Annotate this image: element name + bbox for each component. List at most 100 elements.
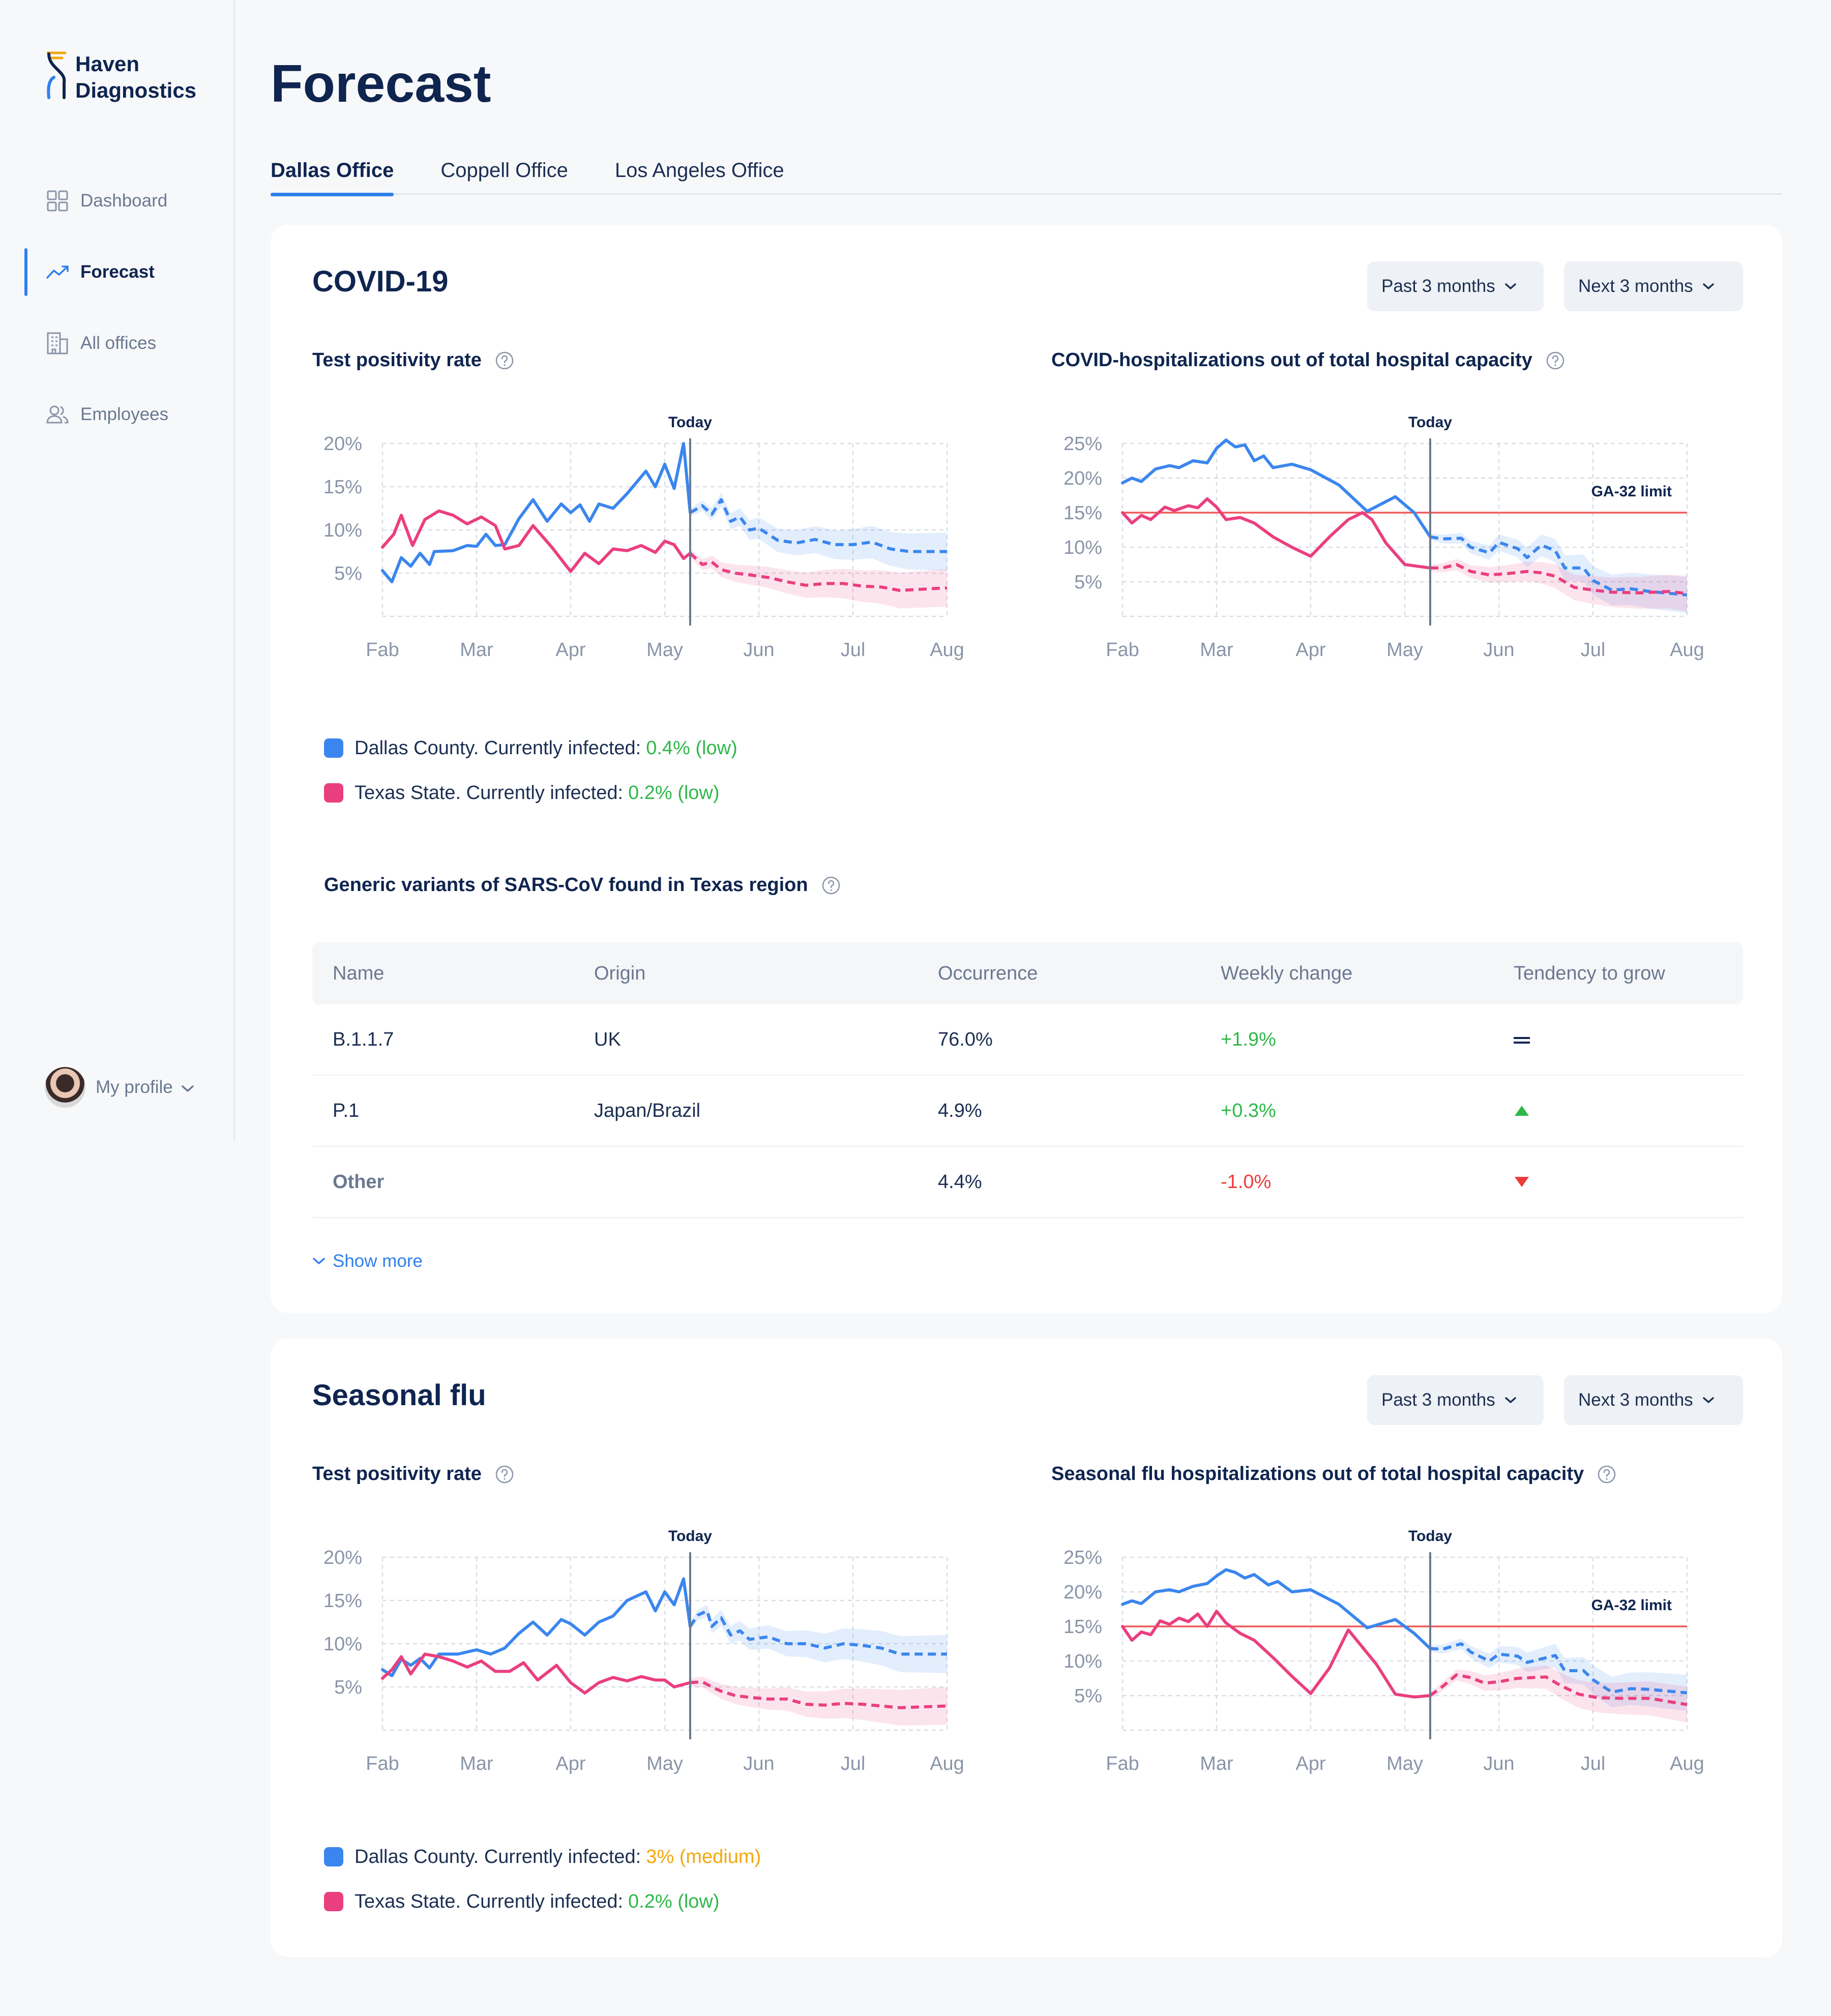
series-line-forecast — [1429, 1673, 1688, 1706]
y-tick-label: 20% — [1064, 1582, 1102, 1603]
chart-legend: Dallas County. Currently infected: 3% (m… — [324, 1842, 761, 1932]
forecast-band — [690, 549, 947, 608]
x-tick-label: Fab — [1106, 1753, 1139, 1774]
table-row[interactable]: Other 4.4% -1.0% — [312, 1147, 1743, 1218]
y-tick-label: 5% — [334, 1677, 362, 1698]
x-tick-label: Mar — [1200, 1753, 1233, 1774]
x-tick-label: May — [1386, 1753, 1423, 1774]
legend-item-texas: Texas State. Currently infected: 0.2% (l… — [324, 778, 737, 808]
sidebar-item-all-offices[interactable]: All offices — [0, 308, 235, 379]
users-icon — [46, 403, 69, 426]
y-tick-label: 25% — [1064, 433, 1102, 455]
chevron-down-icon — [313, 1258, 325, 1264]
help-icon[interactable] — [495, 1465, 514, 1484]
help-icon[interactable] — [1597, 1465, 1616, 1484]
tab-los-angeles-office[interactable]: Los Angeles Office — [614, 159, 784, 182]
x-tick-label: May — [1386, 639, 1423, 661]
avatar[interactable] — [45, 1067, 85, 1108]
grid-icon — [46, 189, 69, 213]
next-range-dropdown[interactable]: Next 3 months — [1564, 261, 1743, 311]
legend-label: Texas State. Currently infected: — [355, 1890, 624, 1912]
forecast-band — [1430, 559, 1687, 612]
covid-card: COVID-19 Past 3 months Next 3 months Tes… — [271, 225, 1782, 1313]
tab-dallas-office[interactable]: Dallas Office — [271, 155, 394, 196]
x-tick-label: Jul — [841, 1753, 866, 1774]
series-line-forecast — [1430, 1642, 1688, 1695]
series-line-actual — [1121, 1568, 1432, 1650]
legend-label: Dallas County. Currently infected: — [355, 737, 641, 759]
help-icon[interactable] — [495, 351, 514, 370]
table-row[interactable]: P.1 Japan/Brazil 4.9% +0.3% — [312, 1076, 1743, 1147]
series-line-actual — [1121, 497, 1432, 570]
profile-menu[interactable]: My profile — [45, 1067, 194, 1108]
x-tick-label: Fab — [366, 639, 399, 661]
tab-coppell-office[interactable]: Coppell Office — [440, 159, 568, 182]
chevron-down-icon — [1504, 283, 1516, 289]
x-tick-label: May — [646, 1753, 683, 1774]
cell-weekly-change: +0.3% — [1221, 1100, 1276, 1121]
show-more-link[interactable]: Show more — [312, 1251, 423, 1271]
x-tick-label: Aug — [1670, 1753, 1704, 1774]
equal-icon — [1514, 1029, 1530, 1051]
x-tick-label: Apr — [1295, 1753, 1325, 1774]
past-range-dropdown[interactable]: Past 3 months — [1367, 261, 1544, 311]
y-tick-label: 20% — [323, 1547, 362, 1568]
cell-origin: Japan/Brazil — [594, 1100, 701, 1121]
series-line-forecast — [1430, 563, 1688, 596]
chevron-down-icon — [1702, 1397, 1714, 1403]
chart-title: Seasonal flu hospitalizations out of tot… — [1051, 1463, 1616, 1485]
x-tick-label: Aug — [930, 639, 964, 661]
x-tick-label: Mar — [460, 639, 493, 661]
help-icon[interactable] — [821, 876, 841, 895]
triangle-up-icon — [1514, 1100, 1530, 1122]
forecast-band — [690, 1676, 947, 1726]
brand-name: Haven Diagnostics — [75, 51, 196, 104]
column-header-weekly-change[interactable]: Weekly change — [1221, 962, 1353, 984]
y-tick-label: 10% — [1064, 537, 1102, 558]
variants-table: Name Origin Occurrence Weekly change Ten… — [312, 942, 1743, 1218]
column-header-tendency[interactable]: Tendency to grow — [1514, 962, 1665, 984]
y-tick-label: 15% — [323, 477, 362, 498]
sidebar-item-employees[interactable]: Employees — [0, 379, 235, 450]
sidebar-item-label: All offices — [80, 333, 157, 353]
legend-swatch-pink — [324, 1892, 343, 1911]
chart-title: Test positivity rate — [312, 349, 514, 371]
dropdown-label: Past 3 months — [1381, 1390, 1495, 1410]
column-header-occurrence[interactable]: Occurrence — [938, 962, 1038, 984]
past-range-dropdown[interactable]: Past 3 months — [1367, 1375, 1544, 1425]
help-icon[interactable] — [1546, 351, 1565, 370]
covid-hospitalization-chart: Fab Mar Apr May Jun Jul Aug 25% 20% 15% 10% 5% GA-32… — [1064, 414, 1704, 661]
x-tick-label: Jun — [743, 639, 774, 661]
series-line-actual — [381, 1577, 692, 1677]
x-tick-label: Mar — [460, 1753, 493, 1774]
x-tick-label: Jul — [1581, 639, 1606, 661]
sidebar-item-forecast[interactable]: Forecast — [0, 236, 235, 308]
chart-title: COVID-hospitalizations out of total hosp… — [1051, 349, 1565, 371]
series-line-actual — [381, 1652, 692, 1695]
column-header-name[interactable]: Name — [333, 962, 385, 984]
sidebar-item-label: Employees — [80, 404, 169, 424]
today-label: Today — [1408, 1528, 1452, 1545]
x-tick-label: May — [646, 639, 683, 661]
y-tick-label: 15% — [323, 1590, 362, 1612]
triangle-down-icon — [1514, 1171, 1530, 1193]
legend-item-dallas: Dallas County. Currently infected: 3% (m… — [324, 1842, 761, 1872]
x-tick-label: Jul — [841, 639, 866, 661]
brand-logo[interactable]: Haven Diagnostics — [45, 51, 196, 104]
table-row[interactable]: B.1.1.7 UK 76.0% +1.9% — [312, 1004, 1743, 1076]
series-line-forecast — [1430, 535, 1688, 597]
chevron-down-icon — [181, 1077, 194, 1098]
y-tick-label: 5% — [334, 563, 362, 584]
column-header-origin[interactable]: Origin — [594, 962, 646, 984]
flu-title: Seasonal flu — [312, 1379, 486, 1412]
legend-label: Dallas County. Currently infected: — [355, 1846, 641, 1867]
trend-icon — [46, 260, 69, 284]
next-range-dropdown[interactable]: Next 3 months — [1564, 1375, 1743, 1425]
series-line-forecast — [690, 1680, 948, 1709]
x-tick-label: Apr — [1295, 639, 1325, 661]
covid-positivity-chart: Fab Mar Apr May Jun Jul Aug 20% 15% 10% 5% Today — [323, 414, 964, 661]
x-tick-label: Fab — [366, 1753, 399, 1774]
sidebar-item-dashboard[interactable]: Dashboard — [0, 165, 235, 236]
x-tick-label: Fab — [1106, 639, 1139, 661]
dropdown-label: Next 3 months — [1578, 276, 1693, 296]
